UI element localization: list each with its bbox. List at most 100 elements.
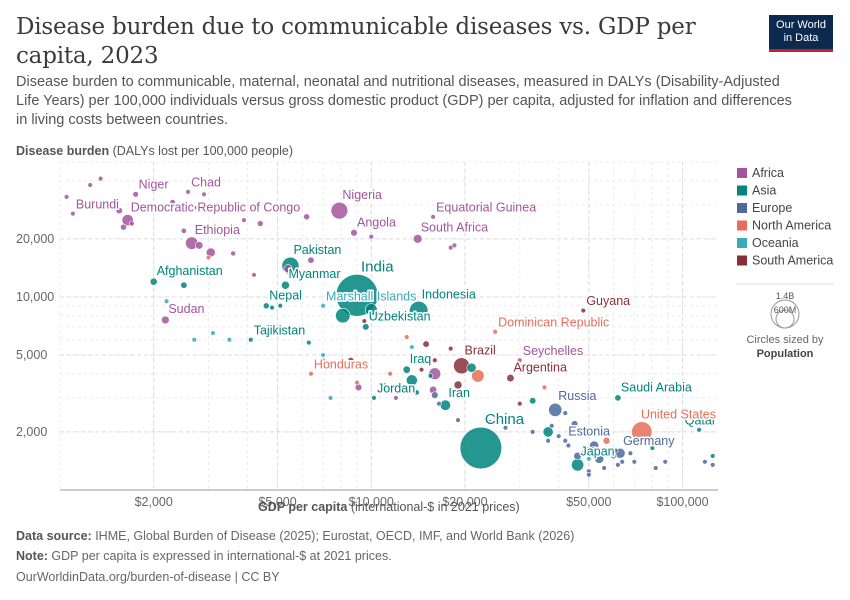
legend-item-asia: Asia (752, 184, 776, 198)
label-ethiopia: Ethiopia (195, 223, 240, 237)
point-niger (132, 191, 139, 198)
point-burundi (70, 210, 76, 217)
point-qatar (696, 427, 702, 433)
label-japan: Japan (581, 445, 615, 459)
label-saudi-arabia: Saudi Arabia (621, 381, 692, 395)
point-sweden (615, 462, 621, 468)
label-estonia: Estonia (568, 424, 610, 438)
point-austria (619, 459, 625, 465)
point-kiribati (163, 298, 170, 304)
point-france (594, 453, 605, 464)
point-estonia (562, 438, 568, 444)
point-kyrgyzstan (306, 339, 312, 346)
point-romania (562, 410, 568, 416)
label-argentina: Argentina (513, 360, 567, 374)
point-el-salvador (381, 382, 387, 388)
label-chad: Chad (191, 175, 221, 189)
point-mali (169, 199, 176, 206)
point-chad (185, 189, 191, 195)
label-sudan: Sudan (168, 302, 204, 316)
point-netherlands (627, 450, 634, 456)
point-yemen (180, 281, 188, 289)
point-nepal (262, 302, 270, 310)
point-nigeria (330, 201, 349, 220)
point-haiti (205, 254, 212, 261)
point-nicaragua (320, 357, 326, 363)
point-paraguay (432, 357, 438, 363)
point-serbia (486, 419, 493, 425)
source-url-text[interactable]: OurWorldinData.org/burden-of-disease | C… (16, 570, 280, 584)
owid-logo[interactable]: Our World in Data (769, 15, 833, 52)
size-legend-variable: Population (757, 348, 814, 360)
point-ireland (702, 459, 708, 465)
point-burkina-faso (180, 227, 187, 234)
point-kuwait (586, 431, 592, 437)
point-mexico (471, 369, 485, 383)
label-seychelles: Seychelles (523, 344, 583, 358)
point-uzbekistan (362, 323, 370, 331)
label-iran: Iran (448, 386, 470, 400)
point-spain (573, 451, 582, 461)
point-papua-new-guinea (210, 330, 216, 336)
x-tick-label: $10,000 (349, 495, 394, 509)
point-china (459, 426, 503, 470)
source-text: IHME, Global Burden of Disease (2025); E… (91, 529, 575, 543)
note: Note: GDP per capita is expressed in int… (16, 549, 392, 563)
point-kenya (283, 264, 293, 274)
point-jordan (371, 395, 377, 401)
size-legend-large-label: 1.4B (776, 291, 795, 301)
point-iran (439, 399, 451, 411)
legend-swatch-europe (737, 203, 747, 213)
size-legend-circle-small (775, 309, 795, 329)
point-mozambique (115, 207, 123, 215)
x-tick-label: $100,000 (656, 495, 708, 509)
point-dominican-republic (492, 329, 498, 335)
x-axis-label-bold: GDP per capita (258, 500, 348, 514)
x-axis-label: GDP per capita (international-$ in 2021 … (258, 500, 520, 514)
point-bulgaria (529, 429, 536, 435)
label-burundi: Burundi (76, 197, 119, 211)
point-colombia (453, 380, 463, 390)
point-tunisia (393, 395, 399, 401)
source-label: Data source: (16, 529, 92, 543)
point-bolivia (361, 318, 368, 324)
x-tick-label: $20,000 (442, 495, 487, 509)
point-ghana (307, 256, 315, 264)
point-guatemala (404, 334, 410, 340)
legend-swatch-oceania (737, 238, 747, 248)
point-nauru (423, 312, 429, 319)
point-central-african-republic (63, 194, 70, 200)
point-cameroon (256, 220, 264, 227)
point-norway (662, 459, 668, 465)
label-dominican-republic: Dominican Republic (498, 315, 609, 329)
y-tick-label: 20,000 (16, 232, 54, 246)
legend-swatch-north-america (737, 220, 747, 231)
point-slovenia (586, 472, 592, 478)
point-malawi (128, 220, 135, 227)
point-cote-d-ivoire (303, 213, 311, 221)
label-niger: Niger (139, 177, 169, 191)
point-jamaica (387, 371, 393, 377)
note-label: Note: (16, 549, 48, 563)
point-marshall-islands (320, 303, 326, 309)
label-uzbekistan: Uzbekistan (369, 310, 431, 324)
color-legend[interactable]: Africa Asia Europe North America Oceania Sout… (737, 166, 833, 268)
label-india: India (361, 258, 394, 275)
label-russia: Russia (558, 389, 596, 403)
source-url[interactable]: OurWorldinData.org/burden-of-disease | C… (16, 570, 280, 584)
point-cuba (354, 379, 360, 386)
label-nigeria: Nigeria (342, 188, 382, 202)
data-source: Data source: IHME, Global Burden of Dise… (16, 529, 574, 543)
point-benin (241, 217, 247, 223)
point-lesotho (191, 204, 197, 211)
label-germany: Germany (623, 434, 675, 448)
label-south-africa: South Africa (421, 220, 488, 234)
point-somalia (97, 175, 104, 182)
legend-item-south-america: South America (752, 254, 833, 268)
point-sri-lanka (413, 389, 420, 396)
point-sierra-leone (201, 191, 207, 198)
point-congo (314, 244, 320, 250)
point-philippines (365, 303, 378, 316)
point-senegal (251, 272, 257, 278)
